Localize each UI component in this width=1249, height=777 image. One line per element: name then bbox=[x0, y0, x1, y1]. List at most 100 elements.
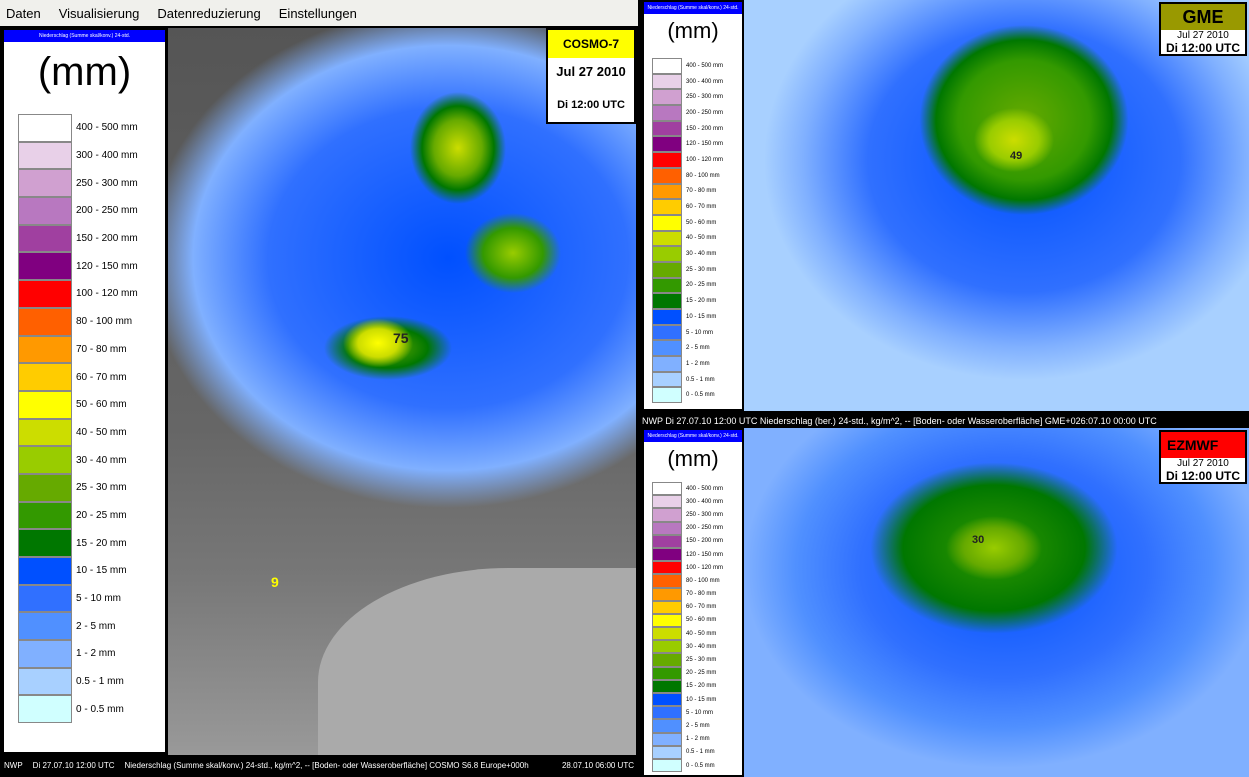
legend-label: 15 - 20 mm bbox=[686, 298, 717, 305]
legend-label: 0 - 0.5 mm bbox=[686, 392, 715, 399]
legend-item: 400 - 500 mm bbox=[18, 114, 138, 142]
legend-item: 30 - 40 mm bbox=[652, 640, 723, 654]
legend-label: 10 - 15 mm bbox=[686, 696, 717, 703]
legend-swatch bbox=[652, 120, 682, 137]
legend-item: 300 - 400 mm bbox=[652, 495, 724, 509]
legend-swatch bbox=[652, 73, 682, 90]
legend-label: 120 - 150 mm bbox=[686, 141, 724, 148]
legend-item: 200 - 250 mm bbox=[652, 105, 723, 121]
legend-item: 5 - 10 mm bbox=[652, 324, 723, 341]
legend-label: 120 - 150 mm bbox=[686, 551, 724, 558]
cosmo-legend: Niederschlag (Summe skal/konv.) 24-std. … bbox=[2, 28, 167, 754]
legend-swatch bbox=[18, 114, 72, 142]
legend-item: 2 - 5 mm bbox=[652, 340, 723, 357]
legend-label: 30 - 40 mm bbox=[686, 643, 717, 650]
legend-label: 60 - 70 mm bbox=[76, 371, 127, 383]
legend-item: 200 - 250 mm bbox=[652, 521, 723, 535]
gme-map[interactable]: 49 bbox=[744, 0, 1249, 411]
legend-label: 200 - 250 mm bbox=[76, 205, 138, 217]
legend-item: 70 - 80 mm bbox=[18, 335, 138, 364]
legend-label: 250 - 300 mm bbox=[686, 511, 724, 518]
legend-swatch bbox=[652, 521, 682, 535]
legend-swatch bbox=[18, 280, 72, 308]
legend-item: 25 - 30 mm bbox=[652, 653, 723, 667]
legend-item: 10 - 15 mm bbox=[18, 557, 138, 585]
legend-swatch bbox=[652, 758, 682, 773]
legend-item: 30 - 40 mm bbox=[652, 246, 723, 262]
legend-swatch bbox=[652, 666, 682, 680]
map-value-south: 9 bbox=[271, 574, 279, 590]
model-name: GME bbox=[1161, 4, 1245, 30]
map-value-max: 49 bbox=[1010, 150, 1023, 162]
ezmwf-map[interactable]: 30 bbox=[744, 428, 1249, 777]
legend-swatch bbox=[652, 574, 682, 588]
legend-label: 250 - 300 mm bbox=[686, 94, 724, 101]
legend-swatch bbox=[652, 136, 682, 153]
legend-swatch bbox=[652, 183, 682, 200]
legend-label: 60 - 70 mm bbox=[686, 604, 717, 611]
legend-label: 300 - 400 mm bbox=[686, 498, 724, 505]
legend-item: 1 - 2 mm bbox=[652, 732, 723, 746]
menu-datenreduzierung[interactable]: Datenreduzierung bbox=[157, 6, 261, 21]
legend-label: 1 - 2 mm bbox=[686, 736, 710, 743]
legend-swatch bbox=[18, 252, 72, 281]
legend-swatch bbox=[652, 719, 682, 733]
legend-swatch bbox=[18, 307, 72, 336]
legend-label: 5 - 10 mm bbox=[76, 593, 122, 605]
legend-label: 50 - 60 mm bbox=[686, 219, 717, 226]
stamp-time: Di 12:00 UTC bbox=[557, 99, 625, 111]
legend-swatch bbox=[652, 309, 682, 325]
menu-visualisierung[interactable]: Visualisierung bbox=[58, 6, 140, 21]
legend-swatch bbox=[652, 693, 682, 707]
status-description: Niederschlag (Summe skal/konv.) 24-std.,… bbox=[124, 760, 529, 770]
menu-daten[interactable]: Daten bbox=[6, 6, 41, 21]
legend-item: 0 - 0.5 mm bbox=[652, 387, 723, 404]
legend-swatch bbox=[652, 508, 682, 522]
status-source: NWP bbox=[4, 760, 23, 770]
legend-item: 25 - 30 mm bbox=[652, 261, 723, 278]
legend-item: 0.5 - 1 mm bbox=[652, 371, 723, 388]
legend-swatch bbox=[18, 446, 72, 474]
legend-swatch bbox=[18, 169, 72, 198]
legend-swatch bbox=[652, 214, 682, 231]
legend-swatch bbox=[18, 418, 72, 447]
legend-label: 50 - 60 mm bbox=[686, 617, 717, 624]
legend-unit: (mm) bbox=[37, 50, 132, 94]
legend-item: 100 - 120 mm bbox=[652, 152, 723, 168]
menu-einstellungen[interactable]: Einstellungen bbox=[278, 6, 357, 21]
legend-label: 25 - 30 mm bbox=[76, 482, 127, 494]
legend-item: 50 - 60 mm bbox=[652, 613, 723, 628]
model-name: COSMO-7 bbox=[548, 30, 634, 58]
legend-item: 30 - 40 mm bbox=[18, 446, 138, 474]
legend-label: 200 - 250 mm bbox=[686, 109, 724, 116]
ezmwf-panel: Niederschlag (Summe skal/konv.) 24-std. … bbox=[638, 428, 1249, 777]
cosmo-map[interactable]: 75 9 bbox=[168, 28, 636, 755]
legend-label: 100 - 120 mm bbox=[76, 288, 138, 300]
legend-item: 10 - 15 mm bbox=[652, 309, 723, 325]
legend-label: 300 - 400 mm bbox=[686, 78, 724, 85]
legend-item: 150 - 200 mm bbox=[18, 224, 138, 253]
legend-swatch bbox=[652, 387, 682, 404]
legend-swatch bbox=[18, 640, 72, 668]
legend-item: 0.5 - 1 mm bbox=[652, 745, 723, 759]
ezmwf-stamp: EZMWF Jul 27 2010 Di 12:00 UTC bbox=[1159, 430, 1247, 484]
legend-item: 0 - 0.5 mm bbox=[652, 758, 723, 773]
legend-swatch bbox=[652, 340, 682, 357]
legend-swatch bbox=[652, 587, 682, 601]
stamp-time: Di 12:00 UTC bbox=[1165, 469, 1241, 483]
legend-swatch bbox=[18, 141, 72, 170]
legend-swatch bbox=[652, 547, 682, 562]
legend-item: 1 - 2 mm bbox=[18, 640, 138, 668]
legend-label: 0.5 - 1 mm bbox=[686, 749, 715, 756]
legend-label: 0 - 0.5 mm bbox=[76, 703, 124, 715]
legend-item: 0.5 - 1 mm bbox=[18, 667, 138, 696]
legend-item: 5 - 10 mm bbox=[18, 584, 138, 613]
legend-label: 40 - 50 mm bbox=[686, 630, 717, 637]
legend-label: 20 - 25 mm bbox=[686, 670, 717, 677]
cosmo-panel: Niederschlag (Summe skal/konv.) 24-std. … bbox=[0, 26, 638, 777]
legend-label: 2 - 5 mm bbox=[686, 722, 710, 729]
legend-item: 15 - 20 mm bbox=[652, 293, 723, 309]
legend-label: 0.5 - 1 mm bbox=[686, 376, 715, 383]
legend-label: 100 - 120 mm bbox=[686, 564, 724, 571]
legend-swatch bbox=[18, 667, 72, 696]
